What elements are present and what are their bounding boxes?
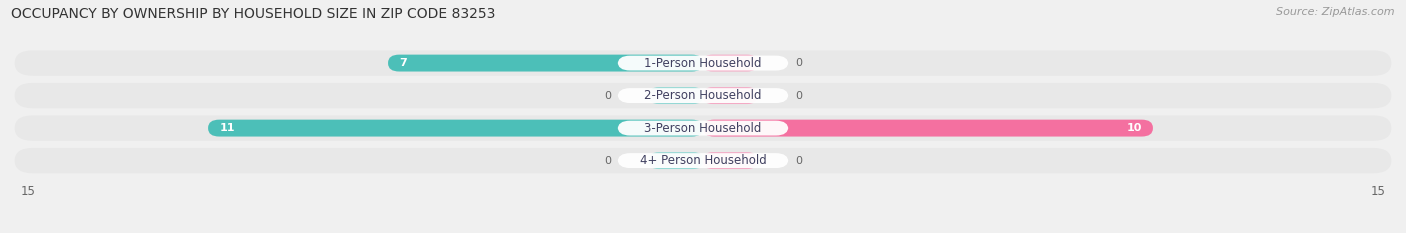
FancyBboxPatch shape <box>14 50 1392 76</box>
FancyBboxPatch shape <box>14 83 1392 108</box>
FancyBboxPatch shape <box>617 88 789 103</box>
Text: 4+ Person Household: 4+ Person Household <box>640 154 766 167</box>
Text: 0: 0 <box>796 156 803 166</box>
Text: 7: 7 <box>399 58 408 68</box>
FancyBboxPatch shape <box>703 120 1153 137</box>
FancyBboxPatch shape <box>208 120 703 137</box>
Text: OCCUPANCY BY OWNERSHIP BY HOUSEHOLD SIZE IN ZIP CODE 83253: OCCUPANCY BY OWNERSHIP BY HOUSEHOLD SIZE… <box>11 7 496 21</box>
FancyBboxPatch shape <box>703 55 756 72</box>
Text: 1-Person Household: 1-Person Household <box>644 57 762 70</box>
FancyBboxPatch shape <box>650 152 703 169</box>
Text: 2-Person Household: 2-Person Household <box>644 89 762 102</box>
FancyBboxPatch shape <box>703 87 756 104</box>
Text: 11: 11 <box>219 123 235 133</box>
FancyBboxPatch shape <box>703 152 756 169</box>
Text: 0: 0 <box>796 91 803 101</box>
FancyBboxPatch shape <box>14 115 1392 141</box>
Legend: Owner-occupied, Renter-occupied: Owner-occupied, Renter-occupied <box>586 230 820 233</box>
FancyBboxPatch shape <box>617 56 789 71</box>
FancyBboxPatch shape <box>617 121 789 136</box>
Text: 3-Person Household: 3-Person Household <box>644 122 762 135</box>
Text: Source: ZipAtlas.com: Source: ZipAtlas.com <box>1277 7 1395 17</box>
Text: 0: 0 <box>603 156 610 166</box>
FancyBboxPatch shape <box>650 87 703 104</box>
FancyBboxPatch shape <box>617 153 789 168</box>
Text: 0: 0 <box>796 58 803 68</box>
FancyBboxPatch shape <box>388 55 703 72</box>
Text: 0: 0 <box>603 91 610 101</box>
Text: 10: 10 <box>1126 123 1142 133</box>
FancyBboxPatch shape <box>14 148 1392 173</box>
